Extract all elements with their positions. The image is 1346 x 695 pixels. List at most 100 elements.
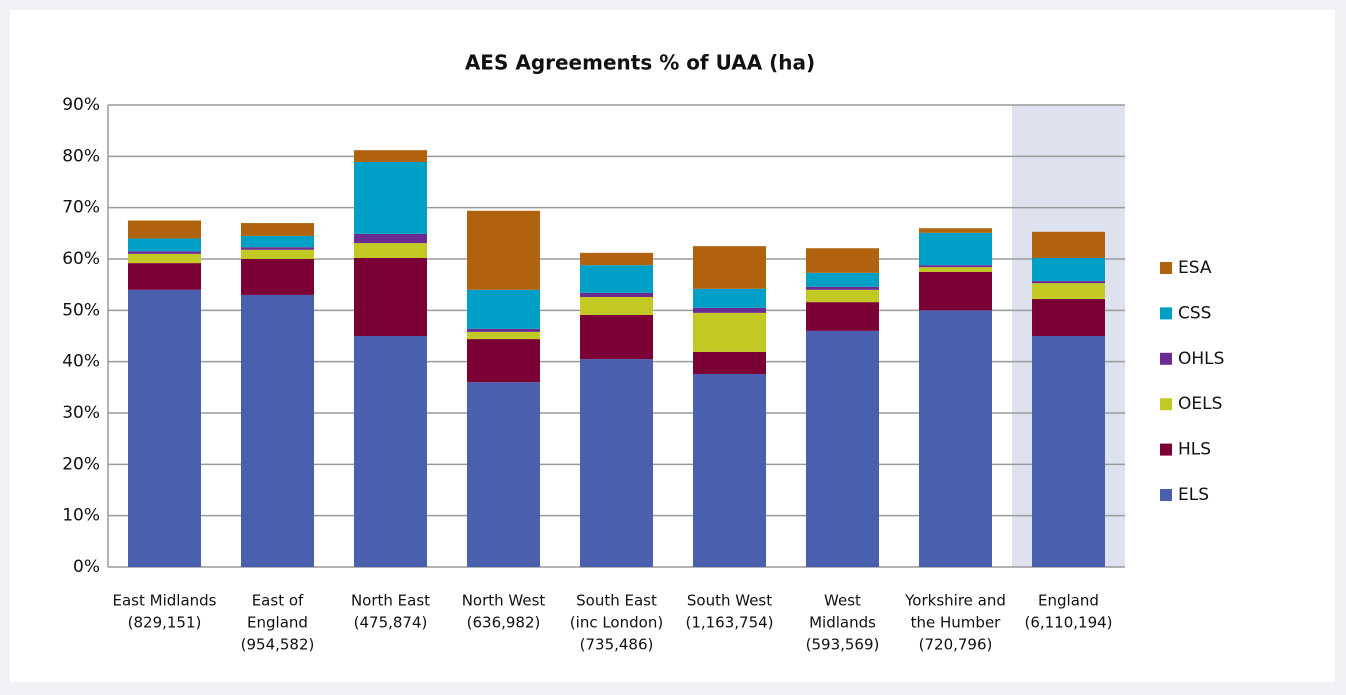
y-tick-label: 0% <box>73 557 100 577</box>
legend-swatch <box>1160 307 1172 320</box>
legend-label: OELS <box>1178 394 1222 414</box>
bar-segment <box>580 359 653 567</box>
bar-segment <box>919 267 992 272</box>
bar-segment <box>1032 281 1105 284</box>
x-tick-label: (6,110,194) <box>1024 614 1112 632</box>
bar-segment <box>806 289 879 303</box>
legend-swatch <box>1160 443 1172 456</box>
bar-segment <box>693 351 766 374</box>
bar-segment <box>128 253 201 264</box>
bar-segment <box>467 289 540 329</box>
y-tick-label: 50% <box>62 300 100 320</box>
x-tick-label: England <box>247 614 308 632</box>
bar-segment <box>806 330 879 567</box>
legend-label: HLS <box>1178 440 1211 460</box>
bar-segment <box>467 331 540 340</box>
x-tick-label: the Humber <box>911 614 1002 632</box>
x-tick-label: (1,163,754) <box>685 614 773 632</box>
y-tick-label: 80% <box>62 146 100 166</box>
bar-segment <box>580 314 653 360</box>
bar-segment <box>354 336 427 567</box>
bar-segment <box>241 247 314 250</box>
bar-segment <box>354 233 427 244</box>
bar-segment <box>919 310 992 567</box>
legend-swatch <box>1160 489 1172 501</box>
bar-segment <box>693 246 766 289</box>
bar-segment <box>128 238 201 252</box>
bar-segment <box>1032 336 1105 567</box>
y-tick-label: 10% <box>62 506 100 526</box>
x-tick-label: (636,982) <box>467 614 541 632</box>
legend-swatch <box>1160 352 1172 365</box>
bar-segment <box>241 223 314 236</box>
bar-segment <box>1032 299 1105 336</box>
bar-segment <box>128 263 201 290</box>
x-tick-label: South West <box>687 592 772 610</box>
x-tick-label: (475,874) <box>354 614 428 632</box>
bar-segment <box>241 235 314 248</box>
bar-segment <box>693 373 766 567</box>
bar-segment <box>693 307 766 313</box>
bar-segment <box>806 272 879 287</box>
bar-segment <box>354 150 427 162</box>
bar-segment <box>241 259 314 295</box>
x-tick-label: (inc London) <box>570 614 663 632</box>
x-tick-label: West <box>824 592 861 610</box>
x-tick-label: (720,796) <box>919 636 993 654</box>
x-tick-label: England <box>1038 592 1099 610</box>
bar-segment <box>241 294 314 567</box>
bar-segment <box>354 161 427 234</box>
bar-segment <box>128 289 201 567</box>
legend-label: OHLS <box>1178 349 1224 369</box>
bar-segment <box>806 248 879 273</box>
x-tick-label: (593,569) <box>806 636 880 654</box>
bar-segment <box>128 251 201 254</box>
y-tick-label: 70% <box>62 198 100 218</box>
bar-segment <box>467 328 540 332</box>
y-tick-label: 30% <box>62 403 100 423</box>
legend-label: ESA <box>1178 258 1212 278</box>
bar-segment <box>919 228 992 233</box>
bar-segment <box>919 271 992 311</box>
x-tick-label: East of <box>252 592 304 610</box>
x-tick-label: North West <box>462 592 546 610</box>
bar-segment <box>1032 231 1105 258</box>
legend-swatch <box>1160 262 1172 274</box>
bar-segment <box>693 288 766 308</box>
chart-area <box>10 10 1335 682</box>
chart-title: AES Agreements % of UAA (ha) <box>465 51 815 75</box>
bar-segment <box>128 220 201 239</box>
bar-segment <box>1032 283 1105 300</box>
x-tick-label: South East <box>576 592 657 610</box>
bar-segment <box>467 382 540 567</box>
bar-segment <box>580 265 653 293</box>
legend-swatch <box>1160 398 1172 411</box>
bar-segment <box>354 243 427 258</box>
legend-label: ELS <box>1178 485 1209 505</box>
y-tick-label: 90% <box>62 95 100 115</box>
bar-segment <box>580 252 653 266</box>
bar-segment <box>467 339 540 383</box>
bar-segment <box>354 257 427 336</box>
bar-segment <box>241 249 314 259</box>
x-tick-label: (735,486) <box>580 636 654 654</box>
x-tick-label: (954,582) <box>241 636 315 654</box>
y-tick-label: 20% <box>62 454 100 474</box>
bar-segment <box>806 302 879 331</box>
legend-label: CSS <box>1178 303 1211 323</box>
x-tick-label: East Midlands <box>113 592 217 610</box>
bar-segment <box>919 232 992 266</box>
bar-segment <box>693 312 766 352</box>
bar-segment <box>806 286 879 290</box>
bar-segment <box>580 296 653 315</box>
bar-segment <box>580 292 653 297</box>
x-tick-label: (829,151) <box>128 614 202 632</box>
bar-segment <box>1032 257 1105 282</box>
x-tick-label: Yorkshire and <box>904 592 1006 610</box>
y-tick-label: 60% <box>62 249 100 269</box>
y-tick-label: 40% <box>62 352 100 372</box>
bar-segment <box>467 210 540 290</box>
bar-segment <box>919 265 992 268</box>
x-tick-label: North East <box>351 592 430 610</box>
